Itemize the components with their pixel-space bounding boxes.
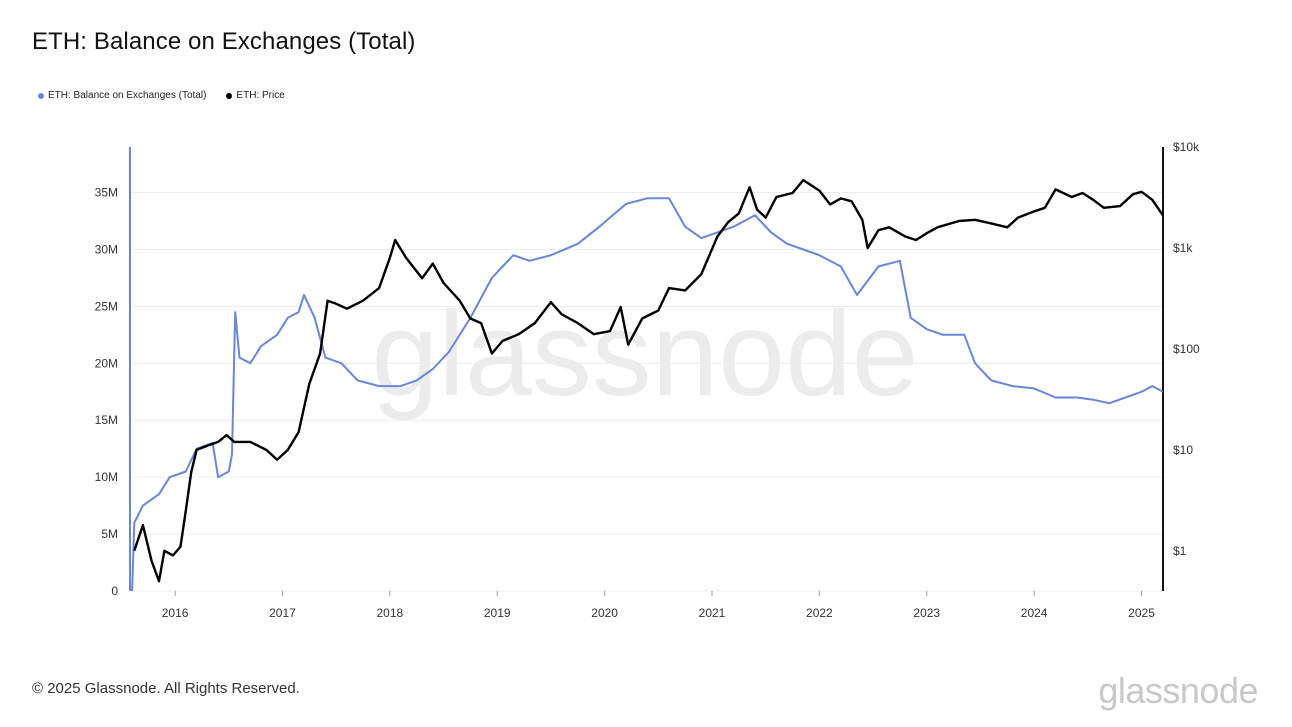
chart-title: ETH: Balance on Exchanges (Total) — [32, 28, 416, 55]
y-tick-label: 0 — [111, 584, 118, 598]
brand-logo-text: glassnode — [1098, 670, 1258, 711]
x-tick-label: 2021 — [699, 606, 726, 620]
copyright-text: © 2025 Glassnode. All Rights Reserved. — [32, 680, 300, 697]
y-tick-label: 25M — [95, 299, 118, 313]
y-tick-label: 30M — [95, 242, 118, 256]
y2-tick-label: $1 — [1173, 544, 1187, 558]
x-tick-label: 2017 — [269, 606, 296, 620]
y-axis-left-ticks: 0 5M 10M 15M 20M 25M 30M 35M — [95, 186, 119, 598]
x-tick-label: 2019 — [484, 606, 511, 620]
x-axis-ticks: 2016 2017 2018 2019 2020 2021 2022 2023 2024 2025 — [162, 591, 1155, 620]
x-tick-label: 2024 — [1021, 606, 1048, 620]
watermark: glassnode — [371, 287, 918, 421]
x-tick-label: 2018 — [377, 606, 404, 620]
legend-item-price[interactable]: ETH: Price — [226, 90, 285, 101]
series-line-balance — [131, 197, 1164, 592]
legend-item-balance[interactable]: ETH: Balance on Exchanges (Total) — [38, 90, 206, 101]
y2-tick-label: $1k — [1173, 241, 1193, 255]
series-line-price — [133, 178, 1164, 583]
x-tick-label: 2022 — [806, 606, 833, 620]
y-tick-label: 5M — [101, 527, 118, 541]
legend-label-balance: ETH: Balance on Exchanges (Total) — [48, 90, 207, 101]
x-tick-label: 2016 — [162, 606, 189, 620]
x-tick-label: 2023 — [913, 606, 940, 620]
x-tick-label: 2020 — [591, 606, 618, 620]
y-tick-label: 10M — [95, 470, 118, 484]
chart-area: glassnode 0 5M 10M 15M 20M 25M 30M 35M $1 $10 $10… — [95, 140, 1200, 620]
x-tick-label: 2025 — [1128, 606, 1155, 620]
y2-tick-label: $10k — [1173, 140, 1200, 154]
y2-tick-label: $100 — [1173, 342, 1200, 356]
legend-label-price: ETH: Price — [236, 90, 285, 101]
legend-dot-price — [226, 92, 233, 99]
legend: ETH: Balance on Exchanges (Total) ETH: P… — [38, 90, 285, 101]
y-tick-label: 15M — [95, 413, 118, 427]
y-tick-label: 35M — [95, 186, 118, 200]
y-tick-label: 20M — [95, 356, 118, 370]
y2-tick-label: $10 — [1173, 443, 1193, 457]
grid-lines — [130, 192, 1163, 592]
y-axis-right-ticks: $1 $10 $100 $1k $10k — [1173, 140, 1200, 558]
legend-dot-balance — [38, 92, 44, 99]
